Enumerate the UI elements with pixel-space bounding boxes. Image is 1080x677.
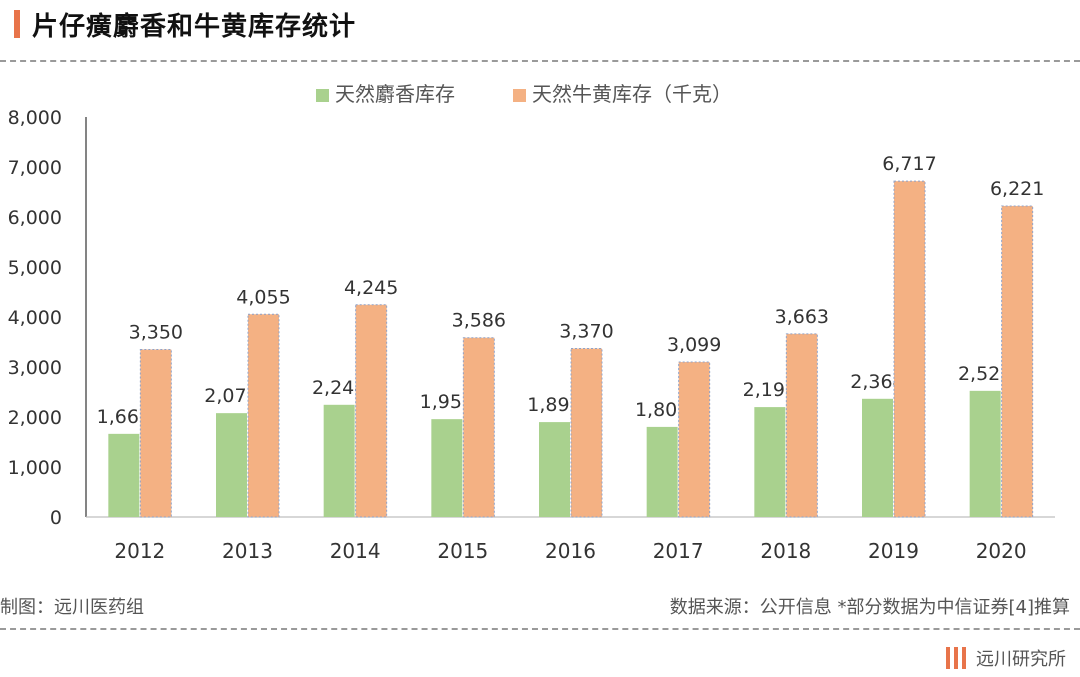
y-tick-label: 0 bbox=[50, 507, 62, 529]
musk-bar bbox=[754, 407, 786, 517]
musk-data-label: 2,077 bbox=[204, 385, 258, 407]
musk-data-label: 1,898 bbox=[527, 394, 581, 416]
top-divider bbox=[0, 60, 1080, 62]
bezoar-bar bbox=[678, 361, 711, 518]
y-tick-label: 6,000 bbox=[8, 207, 62, 229]
x-tick-label: 2012 bbox=[114, 539, 165, 563]
bezoar-bar bbox=[355, 304, 388, 518]
x-tick-label: 2019 bbox=[868, 539, 919, 563]
musk-bar bbox=[646, 426, 678, 517]
bezoar-data-label: 6,717 bbox=[882, 153, 936, 175]
musk-data-label: 2,198 bbox=[743, 379, 797, 401]
musk-bar bbox=[539, 422, 570, 517]
x-tick-label: 2017 bbox=[653, 539, 704, 563]
brand-name: 远川研究所 bbox=[976, 649, 1066, 670]
musk-data-label: 2,244 bbox=[312, 377, 366, 399]
bezoar-bar bbox=[893, 180, 926, 518]
y-tick-label: 1,000 bbox=[8, 457, 62, 479]
x-tick-label: 2013 bbox=[222, 539, 273, 563]
page-title: 片仔癀麝香和牛黄库存统计 bbox=[32, 11, 357, 42]
title-bar: 片仔癀麝香和牛黄库存统计 bbox=[14, 8, 357, 42]
bezoar-bar bbox=[247, 313, 280, 518]
legend-label-musk: 天然麝香库存 bbox=[335, 82, 455, 106]
y-tick-label: 4,000 bbox=[8, 307, 62, 329]
y-tick-label: 8,000 bbox=[8, 107, 62, 129]
x-tick-label: 2020 bbox=[976, 539, 1027, 563]
bezoar-data-label: 3,586 bbox=[452, 310, 506, 332]
bezoar-data-label: 4,245 bbox=[344, 277, 398, 299]
musk-data-label: 1,957 bbox=[420, 391, 474, 413]
bezoar-data-label: 3,663 bbox=[775, 306, 829, 328]
bezoar-bar bbox=[785, 333, 818, 518]
brand-logo-icon bbox=[946, 647, 966, 669]
legend-label-bezoar: 天然牛黄库存（千克） bbox=[532, 82, 732, 106]
bezoar-bar bbox=[462, 337, 495, 518]
title-accent-bar bbox=[14, 10, 20, 38]
bezoar-data-label: 3,370 bbox=[559, 321, 613, 343]
musk-data-label: 2,523 bbox=[958, 363, 1012, 385]
y-tick-label: 3,000 bbox=[8, 357, 62, 379]
x-tick-label: 2014 bbox=[330, 539, 381, 563]
musk-data-label: 2,364 bbox=[850, 371, 904, 393]
bar-chart: 0 1,000 2,000 3,000 4,000 5,000 6,000 7,000 8,00… bbox=[8, 82, 1055, 563]
musk-bar bbox=[216, 413, 247, 517]
x-tick-label: 2016 bbox=[545, 539, 596, 563]
credit-text: 制图：远川医药组 bbox=[0, 597, 144, 618]
bottom-divider bbox=[0, 628, 1080, 630]
bezoar-data-label: 3,099 bbox=[667, 334, 721, 356]
y-tick-label: 5,000 bbox=[8, 257, 62, 279]
y-tick-label: 2,000 bbox=[8, 407, 62, 429]
legend-swatch-musk bbox=[316, 89, 329, 102]
bezoar-bar bbox=[139, 349, 172, 518]
musk-bar bbox=[108, 433, 140, 517]
bezoar-data-label: 3,350 bbox=[129, 322, 183, 344]
musk-bar bbox=[431, 419, 463, 517]
source-text: 数据来源：公开信息 *部分数据为中信证券[4]推算 bbox=[669, 597, 1070, 618]
bezoar-bar bbox=[570, 348, 603, 518]
x-tick-label: 2018 bbox=[760, 539, 811, 563]
x-tick-label: 2015 bbox=[437, 539, 488, 563]
y-tick-label: 7,000 bbox=[8, 157, 62, 179]
bezoar-data-label: 6,221 bbox=[990, 178, 1044, 200]
bezoar-data-label: 4,055 bbox=[236, 286, 290, 308]
musk-bar bbox=[862, 398, 893, 517]
musk-data-label: 1,802 bbox=[635, 399, 689, 421]
musk-data-label: 1,663 bbox=[97, 406, 151, 428]
musk-bar bbox=[969, 390, 1001, 517]
bezoar-bar bbox=[1001, 205, 1034, 518]
brand: 远川研究所 bbox=[946, 645, 1066, 671]
legend-swatch-bezoar bbox=[513, 89, 526, 102]
musk-bar bbox=[323, 404, 355, 517]
